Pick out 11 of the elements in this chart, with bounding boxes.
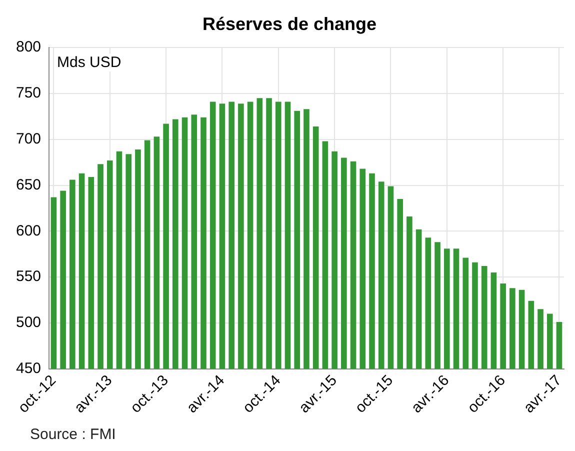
y-tick-label: 450 xyxy=(16,360,42,377)
annotation: Mds USD xyxy=(57,54,122,72)
y-tick-label: 650 xyxy=(16,176,42,194)
chart-title: Réserves de change xyxy=(202,14,377,34)
y-tick-label: 600 xyxy=(16,222,42,240)
y-tick-label: 750 xyxy=(16,84,42,102)
y-tick-label: 800 xyxy=(16,38,42,56)
y-tick-label: 700 xyxy=(16,130,42,148)
y-tick-label: 500 xyxy=(16,314,42,332)
y-tick-label: 550 xyxy=(16,268,42,286)
source-note: Source : FMI xyxy=(30,426,116,443)
